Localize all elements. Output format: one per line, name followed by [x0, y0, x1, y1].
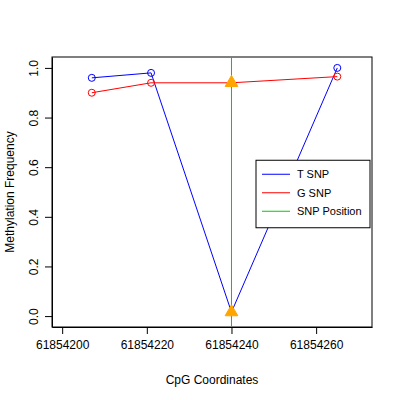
x-tick: 61854200 — [36, 327, 90, 352]
x-tick-label: 61854200 — [36, 338, 90, 352]
y-tick-label: 0.2 — [27, 258, 41, 275]
y-tick-label: 0.4 — [27, 209, 41, 226]
legend-label: G SNP — [297, 187, 331, 199]
y-axis: 0.0 0.2 0.4 0.6 0.8 1.0 — [27, 58, 53, 328]
snp-point — [225, 305, 238, 316]
point — [334, 73, 341, 80]
legend-swatch — [262, 192, 290, 193]
y-tick: 0.8 — [27, 109, 52, 126]
legend-swatch — [262, 211, 290, 212]
y-tick: 0.2 — [27, 258, 52, 275]
y-tick-label: 1.0 — [27, 60, 41, 77]
y-tick-label: 0.6 — [27, 159, 41, 176]
legend-label: T SNP — [297, 168, 329, 180]
legend-box — [256, 160, 370, 228]
x-tick: 61854240 — [205, 327, 259, 352]
y-tick-mark — [45, 266, 52, 267]
y-tick-mark — [45, 217, 52, 218]
y-tick-mark — [45, 167, 52, 168]
x-axis: 61854200 61854220 61854240 61854260 — [36, 327, 373, 352]
plot-area — [88, 57, 341, 327]
y-tick-mark — [45, 316, 52, 317]
y-tick: 0.4 — [27, 209, 52, 226]
chart: 618542006185422061854240618542600.00.20.… — [0, 0, 400, 400]
point — [88, 74, 95, 81]
snp-point — [225, 75, 238, 86]
x-tick-mark — [147, 327, 148, 334]
snp-line — [231, 57, 232, 327]
x-tick: 61854220 — [121, 327, 175, 352]
y-tick-mark — [45, 118, 52, 119]
point — [148, 79, 155, 86]
x-axis-title: CpG Coordinates — [166, 373, 259, 387]
series-line — [92, 77, 338, 93]
x-axis-line — [53, 327, 373, 328]
y-tick-label: 0.8 — [27, 109, 41, 126]
x-tick-label: 61854260 — [290, 338, 344, 352]
legend-label: SNP Position — [297, 205, 362, 217]
series-line — [92, 68, 338, 312]
legend: T SNP G SNP SNP Position — [256, 160, 370, 228]
x-tick-label: 61854220 — [121, 338, 175, 352]
x-tick-mark — [231, 327, 232, 334]
point — [148, 69, 155, 76]
plot-frame — [52, 57, 372, 327]
y-tick-mark — [45, 68, 52, 69]
point — [334, 64, 341, 71]
x-tick: 61854260 — [290, 327, 344, 352]
x-tick-mark — [316, 327, 317, 334]
legend-swatch — [262, 174, 290, 175]
y-tick-label: 0.0 — [27, 308, 41, 325]
y-tick: 0.6 — [27, 159, 52, 176]
y-axis-line — [52, 58, 53, 328]
y-tick: 0.0 — [27, 308, 52, 325]
x-tick-mark — [62, 327, 63, 334]
point — [88, 89, 95, 96]
y-tick: 1.0 — [27, 60, 52, 77]
y-axis-title: Methylation Frequency — [3, 131, 17, 252]
x-tick-label: 61854240 — [205, 338, 259, 352]
